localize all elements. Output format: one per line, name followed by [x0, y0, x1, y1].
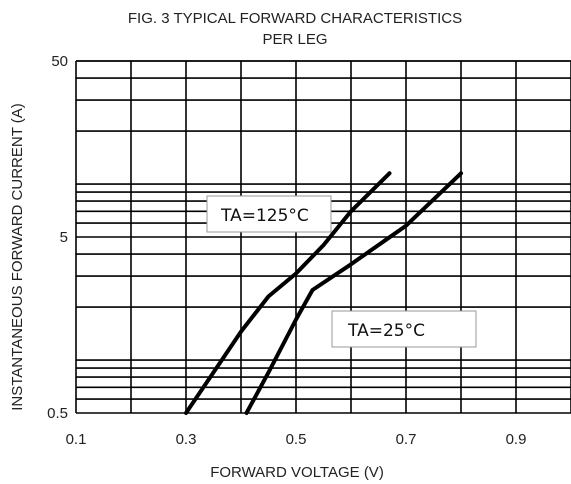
x-tick-label: 0.1	[66, 431, 87, 448]
x-tick-label: 0.3	[176, 431, 197, 448]
annotation-25c: TA=25°C	[331, 310, 477, 348]
tick-labels: 0.1 0.3 0.5 0.7 0.9 0.5 5 50	[47, 53, 526, 448]
x-tick-label: 0.9	[506, 431, 527, 448]
annotation-125c: TA=125°C	[206, 195, 332, 233]
annotation-125c-label: TA=125°C	[220, 206, 309, 226]
grid	[75, 60, 571, 414]
y-axis-label: INSTANTANEOUS FORWARD CURRENT (A)	[9, 103, 26, 411]
series-line-125c	[184, 171, 392, 415]
chart-title-line1: FIG. 3 TYPICAL FORWARD CHARACTERISTICS	[128, 10, 462, 27]
series-curves	[184, 171, 463, 415]
series-line-25c	[244, 171, 463, 415]
y-tick-label: 0.5	[47, 405, 68, 422]
annotation-25c-label: TA=25°C	[347, 321, 425, 341]
y-tick-label: 5	[60, 229, 68, 246]
x-axis-label: FORWARD VOLTAGE (V)	[210, 464, 384, 481]
x-tick-label: 0.5	[286, 431, 307, 448]
y-tick-label: 50	[51, 53, 68, 70]
chart-title-line2: PER LEG	[262, 31, 327, 48]
x-tick-label: 0.7	[396, 431, 417, 448]
